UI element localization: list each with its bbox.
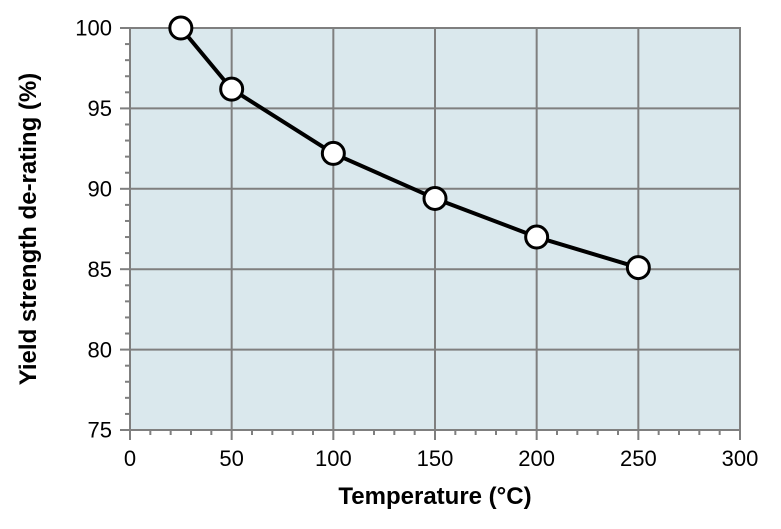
y-tick-label: 80 xyxy=(88,337,112,362)
series-marker xyxy=(221,78,243,100)
series-marker xyxy=(322,142,344,164)
series-marker xyxy=(424,187,446,209)
chart-container: 0 50 100 150 200 250 300 75 80 85 90 95 100 Temperatu… xyxy=(0,0,781,529)
x-tick-label: 200 xyxy=(518,446,555,471)
x-tick-label: 50 xyxy=(219,446,243,471)
y-tick-label: 100 xyxy=(75,16,112,41)
x-axis-label: Temperature (°C) xyxy=(338,483,531,510)
series-marker xyxy=(627,257,649,279)
x-tick-label: 0 xyxy=(124,446,136,471)
x-tick-label: 250 xyxy=(620,446,657,471)
y-tick-label: 95 xyxy=(88,96,112,121)
x-tick-label: 150 xyxy=(417,446,454,471)
x-tick-label: 300 xyxy=(722,446,759,471)
y-axis-label: Yield strength de-rating (%) xyxy=(15,73,42,385)
y-tick-label: 90 xyxy=(88,177,112,202)
y-tick-label: 75 xyxy=(88,418,112,443)
series-marker xyxy=(526,226,548,248)
y-tick-label: 85 xyxy=(88,257,112,282)
x-tick-label: 100 xyxy=(315,446,352,471)
series-marker xyxy=(170,17,192,39)
yield-strength-chart: 0 50 100 150 200 250 300 75 80 85 90 95 100 Temperatu… xyxy=(0,0,781,529)
